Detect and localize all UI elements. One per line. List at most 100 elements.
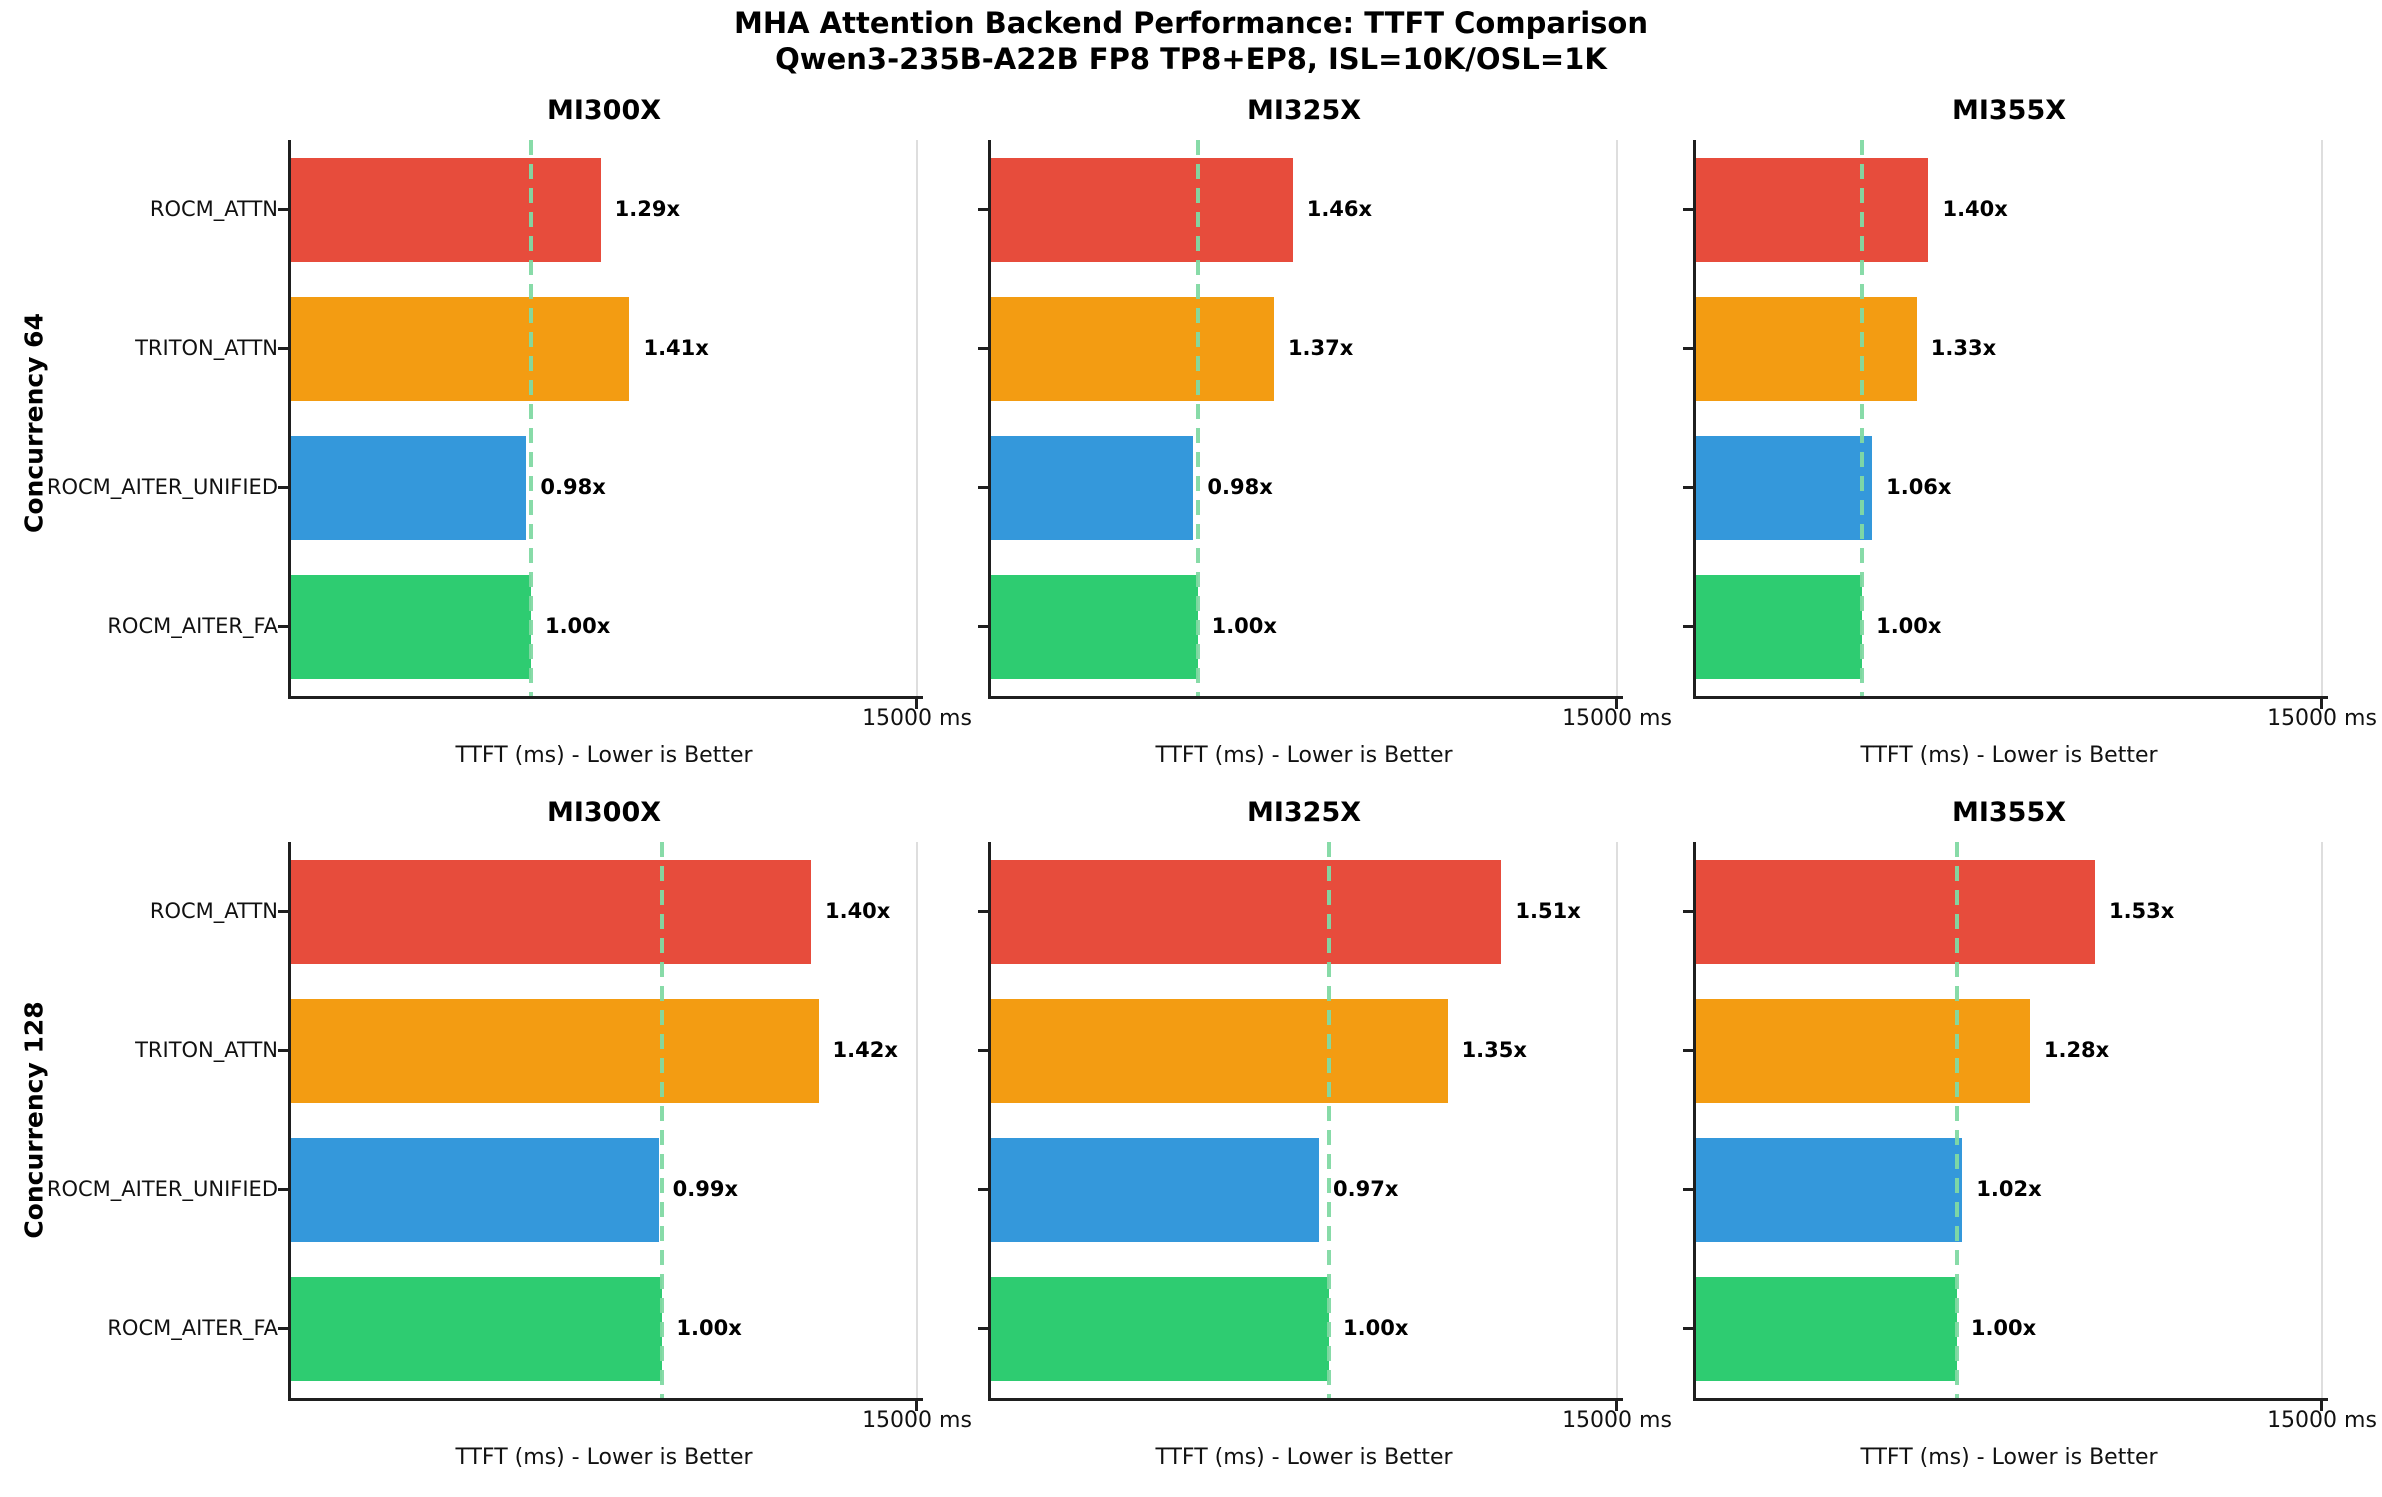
y-tick-mark bbox=[278, 625, 288, 628]
x-tick-label: 15000 ms bbox=[862, 706, 972, 731]
x-tick-mark bbox=[2320, 699, 2323, 709]
y-tick-mark bbox=[1683, 208, 1693, 211]
subplot-conc128-mi300x: MI300X ROCM_ATTN TRITON_ATTN ROCM_AITER_… bbox=[47, 797, 972, 1497]
bar-ROCM_AITER_FA bbox=[291, 1276, 663, 1381]
y-tick-mark bbox=[1683, 347, 1693, 350]
value-label: 1.06x bbox=[1886, 475, 1952, 499]
bottom-spine bbox=[988, 696, 1623, 699]
value-label: 1.02x bbox=[1976, 1177, 2042, 1201]
subplot-title: MI300X bbox=[546, 95, 662, 126]
subplot-conc64-mi325x: MI325X 1.46x 1.37x 0.98x 1.00x 15000 ms … bbox=[978, 95, 1672, 795]
bar-ROCM_ATTN bbox=[291, 157, 601, 262]
y-tick-mark bbox=[278, 208, 288, 211]
bar-ROCM_AITER_FA bbox=[991, 574, 1198, 679]
value-label: 1.35x bbox=[1461, 1038, 1527, 1062]
y-tick-mark bbox=[278, 1327, 288, 1330]
subplot-conc64-mi355x: MI355X 1.40x 1.33x 1.06x 1.00x 15000 ms … bbox=[1683, 95, 2377, 795]
figure-subtitle: Qwen3-235B-A22B FP8 TP8+EP8, ISL=10K/OSL… bbox=[775, 42, 1607, 76]
x-axis-label: TTFT (ms) - Lower is Better bbox=[455, 1445, 753, 1470]
y-tick-mark bbox=[978, 486, 988, 489]
category-label: ROCM_AITER_FA bbox=[107, 614, 278, 638]
y-tick-mark bbox=[978, 1327, 988, 1330]
x-tick-label: 15000 ms bbox=[862, 1408, 972, 1433]
bottom-spine bbox=[288, 1398, 923, 1401]
bar-TRITON_ATTN bbox=[991, 998, 1448, 1103]
value-label: 1.46x bbox=[1306, 197, 1373, 221]
subplot-title: MI355X bbox=[1951, 797, 2067, 828]
value-label: 1.29x bbox=[614, 197, 681, 221]
value-label: 1.41x bbox=[643, 336, 709, 360]
x-tick-label: 15000 ms bbox=[2267, 1408, 2377, 1433]
bar-ROCM_AITER_UNIFIED bbox=[1696, 435, 1873, 540]
bottom-spine bbox=[288, 696, 923, 699]
y-tick-mark bbox=[278, 1049, 288, 1052]
subplot-title: MI355X bbox=[1951, 95, 2067, 126]
category-label: ROCM_AITER_FA bbox=[107, 1316, 278, 1340]
plot-area: 1.53x 1.28x 1.02x 1.00x bbox=[1683, 842, 2328, 1411]
value-label: 1.00x bbox=[1343, 1316, 1409, 1340]
bar-ROCM_AITER_UNIFIED bbox=[291, 1137, 659, 1242]
bar-ROCM_AITER_UNIFIED bbox=[291, 435, 527, 540]
subplot-conc128-mi325x: MI325X 1.51x 1.35x 0.97x 1.00x 15000 ms … bbox=[978, 797, 1672, 1497]
value-label: 0.98x bbox=[1207, 475, 1273, 499]
subplot-conc128-mi355x: MI355X 1.53x 1.28x 1.02x 1.00x 15000 ms … bbox=[1683, 797, 2377, 1497]
value-label: 1.51x bbox=[1515, 899, 1581, 923]
bar-TRITON_ATTN bbox=[1696, 296, 1917, 401]
right-spine bbox=[1616, 140, 1618, 696]
value-label: 1.42x bbox=[832, 1038, 898, 1062]
y-tick-mark bbox=[978, 1049, 988, 1052]
right-spine bbox=[1616, 842, 1618, 1398]
bar-ROCM_ATTN bbox=[1696, 157, 1929, 262]
value-label: 0.97x bbox=[1333, 1177, 1399, 1201]
plot-area: 1.51x 1.35x 0.97x 1.00x bbox=[978, 842, 1623, 1411]
category-label: ROCM_ATTN bbox=[149, 899, 278, 923]
value-label: 1.33x bbox=[1930, 336, 1997, 360]
category-label: ROCM_ATTN bbox=[149, 197, 278, 221]
x-axis-label: TTFT (ms) - Lower is Better bbox=[1860, 1445, 2158, 1470]
x-axis-label: TTFT (ms) - Lower is Better bbox=[455, 743, 753, 768]
category-label: ROCM_AITER_UNIFIED bbox=[46, 1177, 278, 1201]
baseline-marker-line bbox=[660, 842, 665, 1398]
value-label: 1.00x bbox=[676, 1316, 742, 1340]
bar-ROCM_ATTN bbox=[991, 157, 1293, 262]
left-spine bbox=[1693, 842, 1696, 1401]
bottom-spine bbox=[988, 1398, 1623, 1401]
left-spine bbox=[988, 842, 991, 1401]
bar-ROCM_ATTN bbox=[291, 859, 811, 964]
value-label: 1.00x bbox=[1970, 1316, 2037, 1340]
plot-area: ROCM_ATTN TRITON_ATTN ROCM_AITER_UNIFIED… bbox=[47, 140, 923, 709]
value-label: 1.40x bbox=[1942, 197, 2008, 221]
value-label: 0.98x bbox=[540, 475, 606, 499]
y-tick-mark bbox=[978, 625, 988, 628]
y-tick-mark bbox=[278, 486, 288, 489]
bottom-spine bbox=[1693, 696, 2328, 699]
subplot-title: MI300X bbox=[546, 797, 662, 828]
value-label: 1.00x bbox=[1876, 614, 1942, 638]
x-axis-label: TTFT (ms) - Lower is Better bbox=[1155, 1445, 1453, 1470]
baseline-marker-line bbox=[1954, 842, 1959, 1398]
x-axis-label: TTFT (ms) - Lower is Better bbox=[1860, 743, 2158, 768]
y-tick-mark bbox=[278, 347, 288, 350]
x-tick-label: 15000 ms bbox=[1562, 1408, 1672, 1433]
bar-TRITON_ATTN bbox=[991, 296, 1274, 401]
left-spine bbox=[1693, 140, 1696, 699]
bar-ROCM_AITER_FA bbox=[1696, 1276, 1957, 1381]
value-label: 1.28x bbox=[2043, 1038, 2110, 1062]
bar-ROCM_AITER_FA bbox=[1696, 574, 1863, 679]
value-label: 1.40x bbox=[824, 899, 891, 923]
x-tick-mark bbox=[915, 1401, 918, 1411]
y-tick-mark bbox=[1683, 910, 1693, 913]
x-axis-label: TTFT (ms) - Lower is Better bbox=[1155, 743, 1453, 768]
y-tick-mark bbox=[1683, 1327, 1693, 1330]
plot-area: 1.46x 1.37x 0.98x 1.00x bbox=[978, 140, 1623, 709]
y-tick-mark bbox=[1683, 1049, 1693, 1052]
bar-ROCM_ATTN bbox=[991, 859, 1502, 964]
value-label: 1.37x bbox=[1287, 336, 1354, 360]
value-label: 0.99x bbox=[672, 1177, 739, 1201]
baseline-marker-line bbox=[1860, 140, 1865, 696]
bar-TRITON_ATTN bbox=[291, 998, 819, 1103]
right-spine bbox=[2321, 140, 2323, 696]
bar-ROCM_AITER_FA bbox=[991, 1276, 1330, 1381]
category-label: TRITON_ATTN bbox=[135, 336, 278, 360]
bar-ROCM_AITER_UNIFIED bbox=[991, 1137, 1320, 1242]
